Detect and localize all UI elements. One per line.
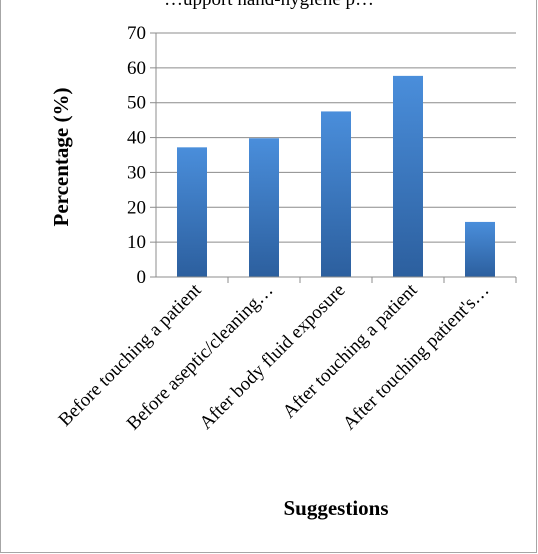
- x-axis-title: Suggestions: [283, 496, 388, 520]
- bar: [393, 75, 423, 277]
- y-axis-title: Percentage (%): [49, 88, 73, 227]
- y-tick-label: 60: [127, 58, 146, 79]
- x-tick-label: After touching patient's…: [339, 280, 494, 435]
- bars: [177, 75, 495, 277]
- y-tick-label: 20: [127, 197, 146, 218]
- y-tick-label: 40: [127, 128, 146, 149]
- bar: [321, 111, 351, 277]
- x-tick-label: After body fluid exposure: [196, 280, 350, 434]
- y-tick-labels: 0 10 20 30 40 50 60 70: [127, 23, 146, 288]
- bar: [177, 147, 207, 277]
- bar: [465, 221, 495, 277]
- y-tick-label: 10: [127, 232, 146, 253]
- chart-title: …upport hand-hygiene p…: [164, 0, 374, 10]
- axes: [155, 33, 517, 283]
- x-tick-label: Before aseptic/cleaning…: [123, 280, 278, 435]
- x-tick-label: Before touching a patient: [55, 279, 207, 431]
- x-tick-label: After touching a patient: [279, 279, 422, 422]
- y-tick-label: 70: [127, 23, 146, 44]
- y-tick-label: 50: [127, 93, 146, 114]
- y-tick-label: 30: [127, 162, 146, 183]
- bar: [249, 138, 279, 277]
- y-tick-label: 0: [137, 267, 147, 288]
